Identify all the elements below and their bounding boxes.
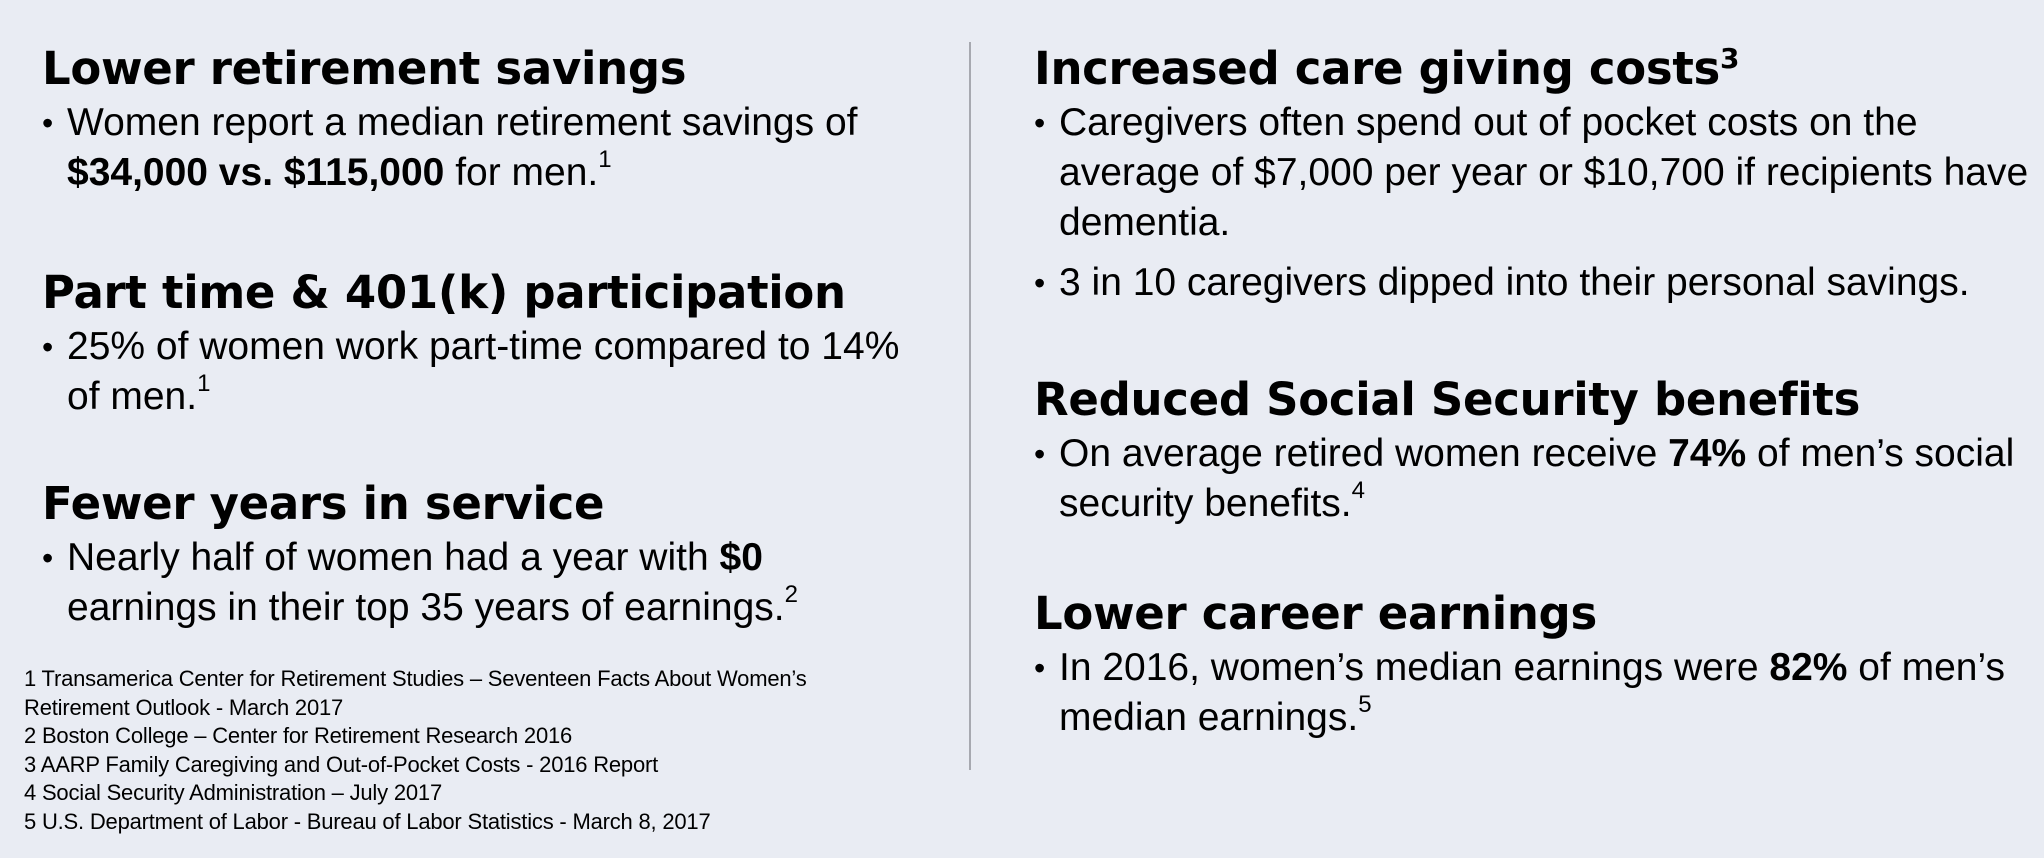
footnote-line: 5 U.S. Department of Labor - Bureau of L… — [24, 808, 711, 834]
section-lower-career-earnings: Lower career earnings • In 2016, women’s… — [1034, 587, 2019, 743]
bullet-item: • On average retired women receive 74% o… — [1034, 429, 2019, 529]
bullet-item: • Women report a median retirement savin… — [42, 98, 917, 198]
section-heading-text: Increased care giving costs — [1034, 42, 1721, 95]
footnote-ref: 3 — [1720, 42, 1740, 75]
section-heading: Lower retirement savings — [42, 42, 687, 95]
bullet-text-part: On average retired women receive — [1059, 432, 1669, 475]
footnote-line: 1 Transamerica Center for Retirement Stu… — [24, 666, 807, 691]
bullet-marker: • — [1034, 105, 1046, 141]
bullet-marker: • — [1034, 265, 1046, 301]
bullet-text: On average retired women receive 74% of … — [1059, 429, 2019, 529]
bullet-item: • 25% of women work part-time compared t… — [42, 322, 927, 422]
footnote-ref: 5 — [1358, 691, 1372, 718]
section-heading: Increased care giving costs3 — [1034, 42, 2034, 96]
bullet-marker: • — [1034, 436, 1046, 472]
section-heading: Part time & 401(k) participation — [42, 266, 846, 319]
bullet-marker: • — [42, 329, 54, 365]
bullet-text-part: of men’s median earnings. — [1059, 646, 2005, 739]
section-heading: Fewer years in service — [42, 477, 605, 530]
footnote-ref: 2 — [784, 581, 798, 608]
bullet-text: In 2016, women’s median earnings were 82… — [1059, 643, 2019, 743]
bullet-marker: • — [42, 105, 54, 141]
bullet-text-part: of men’s social security benefits. — [1059, 432, 2015, 525]
bullet-text-part: earnings in their top 35 years of earnin… — [67, 586, 785, 629]
bullet-text: 3 in 10 caregivers dipped into their per… — [1059, 261, 1970, 304]
bullet-text-part: In 2016, women’s median earnings were — [1059, 646, 1770, 689]
bullet-text-bold: 74% — [1668, 432, 1747, 475]
footnote-line: Retirement Outlook - March 2017 — [24, 694, 344, 720]
bullet-item: • Caregivers often spend out of pocket c… — [1034, 98, 2034, 248]
bullet-text-bold: $34,000 vs. $115,000 — [67, 151, 445, 194]
bullet-text-part: for men. — [444, 151, 599, 194]
bullet-text-bold: 82% — [1769, 646, 1848, 689]
bullet-text-part: 25% of women work part-time compared to … — [67, 325, 900, 418]
bullet-text: Nearly half of women had a year with $0 … — [67, 533, 897, 633]
footnote-line: 3 AARP Family Caregiving and Out-of-Pock… — [24, 751, 659, 777]
section-part-time-401k: Part time & 401(k) participation • 25% o… — [42, 266, 927, 422]
bullet-text-bold: $0 — [719, 536, 763, 579]
bullet-text: Caregivers often spend out of pocket cos… — [1059, 101, 2029, 244]
bullet-text: Women report a median retirement savings… — [67, 98, 917, 198]
footnote-ref: 1 — [197, 370, 211, 397]
section-lower-retirement-savings: Lower retirement savings • Women report … — [42, 42, 917, 198]
footnote-ref: 1 — [598, 146, 612, 173]
section-heading: Reduced Social Security benefits — [1034, 373, 1861, 426]
column-divider — [969, 42, 971, 770]
bullet-text: 25% of women work part-time compared to … — [67, 322, 927, 422]
section-reduced-social-security: Reduced Social Security benefits • On av… — [1034, 373, 2019, 529]
bullet-marker: • — [1034, 650, 1046, 686]
bullet-item: • 3 in 10 caregivers dipped into their p… — [1034, 258, 2034, 308]
section-increased-care-giving-costs: Increased care giving costs3 • Caregiver… — [1034, 42, 2034, 308]
bullet-item: • In 2016, women’s median earnings were … — [1034, 643, 2019, 743]
bullet-text-part: Nearly half of women had a year with — [67, 536, 720, 579]
section-fewer-years-in-service: Fewer years in service • Nearly half of … — [42, 477, 897, 633]
footnote-line: 4 Social Security Administration – July … — [24, 780, 442, 805]
bullet-item: • Nearly half of women had a year with $… — [42, 533, 897, 633]
footnote-ref: 4 — [1351, 477, 1365, 504]
bullet-text-part: Women report a median retirement savings… — [67, 101, 858, 144]
footnotes: 1 Transamerica Center for Retirement Stu… — [24, 665, 944, 836]
bullet-marker: • — [42, 540, 54, 576]
footnote-line: 2 Boston College – Center for Retirement… — [24, 723, 573, 748]
section-heading: Lower career earnings — [1034, 587, 1597, 640]
